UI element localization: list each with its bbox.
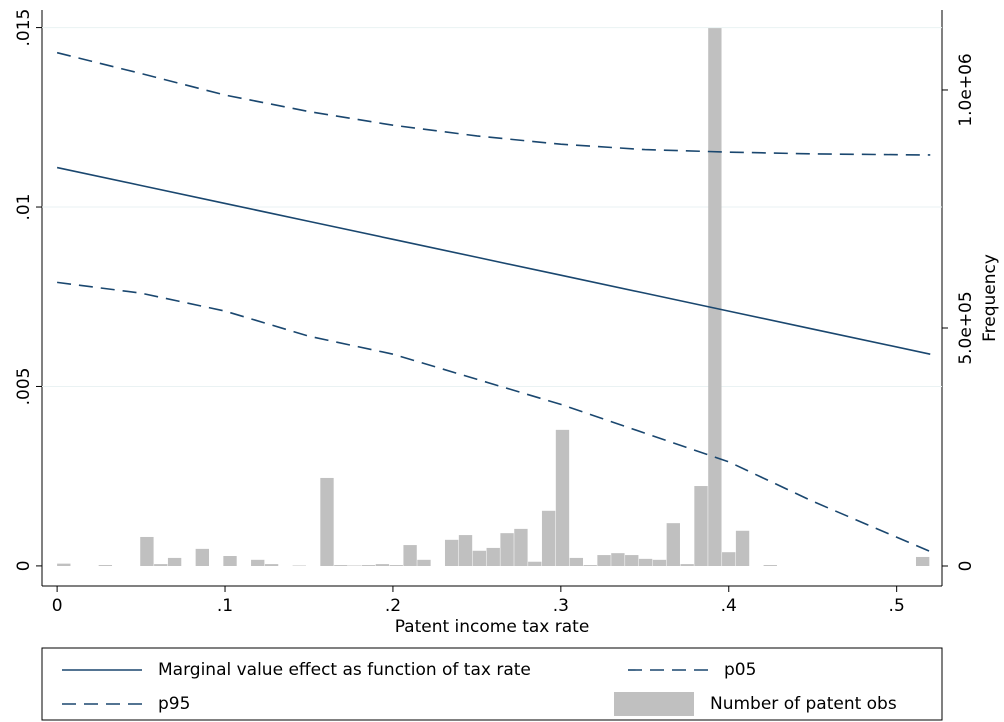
- x-tick-label: .1: [217, 596, 233, 616]
- histogram-bar: [500, 533, 514, 567]
- histogram-bar: [458, 535, 473, 567]
- y-tick-label: .01: [14, 194, 34, 221]
- histogram-bar: [167, 557, 182, 567]
- histogram-bar: [722, 552, 736, 567]
- histogram-bar: [223, 556, 237, 567]
- histogram-bar: [694, 486, 708, 567]
- histogram-bar: [417, 559, 431, 567]
- histogram-bar: [361, 565, 376, 567]
- histogram-bar: [666, 523, 680, 567]
- histogram-bar: [57, 563, 71, 567]
- histogram-bar: [264, 564, 279, 567]
- histogram-bar: [375, 564, 390, 567]
- x-tick-label: 0: [52, 596, 63, 616]
- histogram-bar: [528, 561, 542, 567]
- x-tick-label: .5: [889, 596, 905, 616]
- histogram-bar: [541, 510, 556, 567]
- histogram-bar: [569, 557, 584, 567]
- histogram-bar: [652, 559, 667, 567]
- histogram-bar: [611, 553, 625, 567]
- histogram-bar: [472, 550, 487, 567]
- y2-tick-label: 5.0e+05: [956, 291, 976, 364]
- histogram-bar: [140, 536, 154, 567]
- histogram-bar: [444, 539, 459, 567]
- histogram-bar: [625, 555, 639, 567]
- legend-label: Marginal value effect as function of tax…: [158, 660, 531, 680]
- y2-axis-title: Frequency: [980, 254, 1000, 342]
- histogram-bar: [514, 528, 528, 567]
- legend-label: p05: [724, 660, 756, 680]
- histogram-bar: [915, 556, 930, 567]
- histogram-bar: [154, 564, 168, 567]
- y2-tick-label: 0: [956, 561, 976, 572]
- y-tick-label: 0: [14, 560, 34, 571]
- legend-label: Number of patent obs: [710, 694, 897, 714]
- histogram-bar: [251, 559, 265, 567]
- histogram-bar: [389, 565, 403, 567]
- histogram-bar: [763, 565, 777, 567]
- histogram-bar: [708, 28, 722, 567]
- histogram-bar: [334, 565, 348, 567]
- histogram-bar: [98, 565, 113, 567]
- y-tick-label: .005: [14, 368, 34, 406]
- legend-label: p95: [158, 694, 190, 714]
- legend-box: [41, 647, 943, 721]
- histogram-bar: [320, 477, 334, 567]
- series-line: [57, 281, 931, 553]
- x-tick-label: .3: [553, 596, 569, 616]
- x-axis-title: Patent income tax rate: [395, 617, 590, 637]
- histogram-bar: [597, 555, 611, 567]
- x-tick-label: .4: [721, 596, 737, 616]
- histogram-bar: [583, 565, 597, 567]
- x-tick-label: .2: [385, 596, 401, 616]
- histogram-bar: [403, 545, 417, 567]
- histogram-bar: [638, 558, 653, 567]
- series-line: [56, 166, 931, 355]
- histogram-bar: [735, 530, 750, 567]
- histogram-bar: [195, 548, 209, 567]
- y-tick-label: .015: [14, 9, 34, 47]
- histogram-bar: [555, 429, 570, 567]
- y2-tick-label: 1.0e+06: [956, 53, 976, 126]
- series-line: [56, 51, 931, 156]
- histogram-bar: [680, 564, 694, 567]
- legend-key: [614, 692, 694, 716]
- histogram-bar: [486, 547, 500, 567]
